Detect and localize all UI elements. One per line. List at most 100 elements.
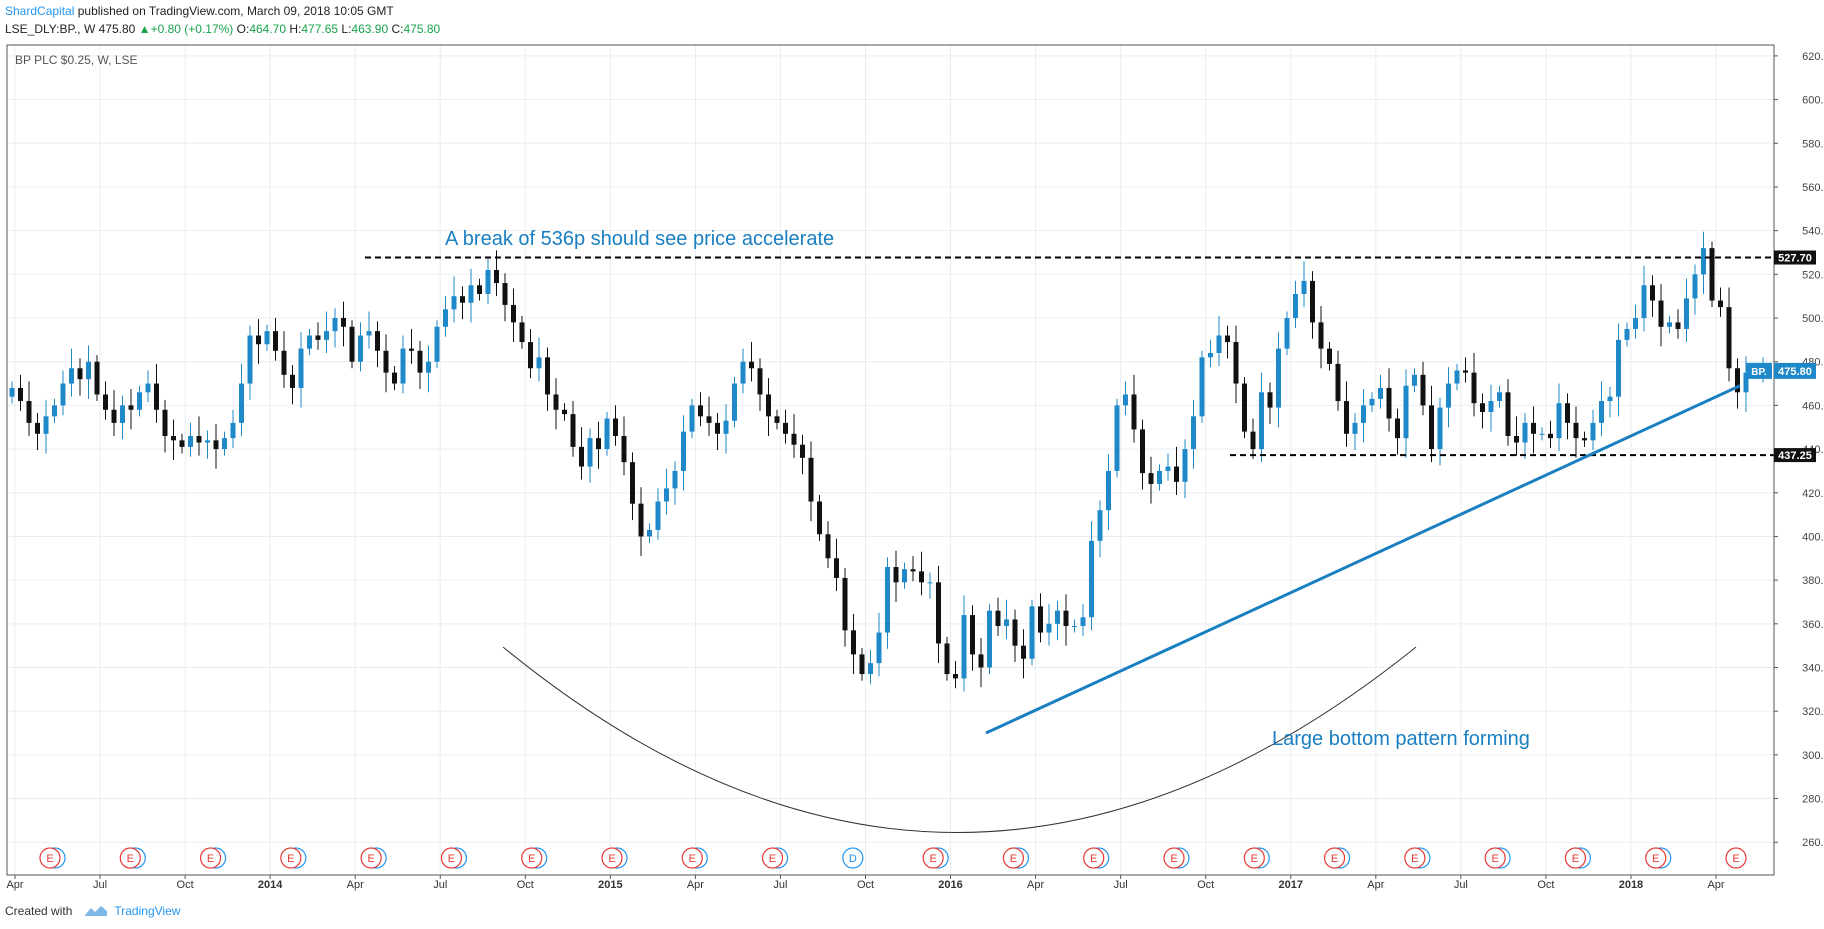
y-tick-label: 500.00 (1802, 313, 1824, 325)
candle-body (1548, 433, 1553, 439)
y-tick-label: 400.00 (1802, 531, 1824, 543)
candle-body (494, 269, 499, 284)
price-chart[interactable]: BP PLC $0.25, W, LSE A break of 536p sho… (0, 0, 1824, 900)
candle-body (1029, 606, 1035, 659)
earnings-marker-icon (1404, 847, 1426, 869)
candle-body (417, 350, 423, 373)
earnings-marker-icon (761, 847, 784, 869)
earnings-marker-icon (922, 847, 944, 869)
author-link[interactable]: ShardCapital (5, 4, 75, 18)
candle-body (681, 431, 686, 471)
price-tag-box (1774, 250, 1816, 265)
candle-body (1140, 429, 1145, 474)
y-tick-label: 380.00 (1802, 575, 1824, 587)
candle-body (35, 422, 40, 434)
high-value: 477.65 (301, 22, 339, 36)
x-tick-label: Jul (773, 879, 787, 891)
earnings-marker-icon (601, 847, 623, 869)
candle-body (587, 438, 593, 467)
candle-body (1063, 610, 1069, 626)
y-tick-label: 580.00 (1802, 138, 1824, 150)
candle-body (1369, 398, 1375, 406)
candle-body (477, 285, 482, 294)
y-tick-label: 340.00 (1802, 663, 1824, 675)
candle-body (1080, 617, 1086, 626)
candle-body (1242, 383, 1247, 432)
candle-body (1446, 383, 1451, 408)
last-price-label: 475.80 (1778, 366, 1812, 378)
candle-body (1012, 619, 1018, 646)
price-tag-label: 527.70 (1778, 253, 1812, 265)
candle-body (961, 615, 967, 679)
candle-body (953, 674, 958, 679)
candle-body (1607, 396, 1613, 402)
candle-body (562, 409, 567, 415)
candle-body (1497, 392, 1502, 402)
event-marker-label: E (1090, 853, 1097, 865)
high-label: H: (289, 22, 302, 36)
chart-pane (6, 44, 1775, 876)
earnings-marker-icon (1645, 847, 1667, 869)
candle-body (817, 501, 822, 535)
symbol-label: LSE_DLY:BP., W (5, 22, 96, 36)
candle-body (1148, 473, 1154, 485)
candle-body (1701, 248, 1706, 275)
tradingview-link[interactable]: TradingView (114, 904, 181, 918)
candle-body (1225, 335, 1230, 343)
candle-body (1590, 422, 1596, 441)
event-marker-label: E (929, 853, 936, 865)
candle-body (919, 571, 924, 583)
candle-body (570, 414, 576, 447)
x-tick-label: Apr (6, 879, 23, 891)
candle-body (460, 296, 465, 303)
candle-body (630, 462, 635, 504)
candle-body (1718, 300, 1723, 308)
candle-body (1556, 403, 1562, 439)
x-tick-label: Oct (1537, 879, 1554, 891)
candle-body (596, 438, 601, 450)
tradingview-logo-icon (85, 906, 108, 916)
event-marker-label: E (689, 853, 696, 865)
candle-body (1658, 300, 1664, 327)
x-tick-label: Apr (687, 879, 704, 891)
candle-body (545, 357, 550, 395)
candle-body (851, 630, 856, 655)
event-marker-label: E (1331, 853, 1338, 865)
candle-body (1004, 619, 1009, 626)
candle-body (1157, 470, 1162, 485)
candle-body (1284, 318, 1290, 349)
price-axis[interactable]: 260.00 280.00 300.00 320.00 340.00 360.00 380.… (1746, 45, 1824, 875)
candle-body (400, 348, 406, 384)
x-tick-label: Jul (1114, 879, 1128, 891)
candle-body (358, 335, 363, 362)
price-change: +0.80 (+0.17%) (150, 22, 234, 36)
candle-body (927, 582, 933, 584)
candle-body (1199, 357, 1205, 417)
candle-body (1735, 368, 1740, 393)
y-tick-label: 420.00 (1802, 488, 1824, 500)
candle-body (825, 534, 831, 559)
created-with-label: Created with (5, 904, 73, 918)
candle-body (1301, 280, 1307, 294)
earnings-marker-icon (1243, 847, 1265, 869)
y-tick-label: 260.00 (1802, 837, 1824, 849)
candle-body (120, 405, 125, 423)
candle-body (1539, 433, 1545, 435)
candle-body (1293, 294, 1298, 319)
candle-body (859, 654, 865, 675)
candle-body (128, 405, 134, 410)
x-tick-label: 2016 (938, 879, 962, 891)
event-marker-label: E (608, 853, 615, 865)
candle-body (162, 409, 168, 436)
candle-body (256, 335, 261, 345)
candle-body (944, 643, 950, 675)
candle-body (936, 582, 941, 644)
time-axis[interactable]: Apr Jul Oct 2014 Apr Jul Oct 2015 Apr Jul Oct 2016 A… (6, 874, 1774, 891)
event-marker-label: E (1010, 853, 1017, 865)
candle-body (791, 433, 797, 445)
candle-body (324, 331, 329, 340)
candle-body (1582, 438, 1587, 441)
candle-body (808, 457, 814, 502)
candle-body (273, 331, 278, 351)
event-marker-label: E (1491, 853, 1498, 865)
